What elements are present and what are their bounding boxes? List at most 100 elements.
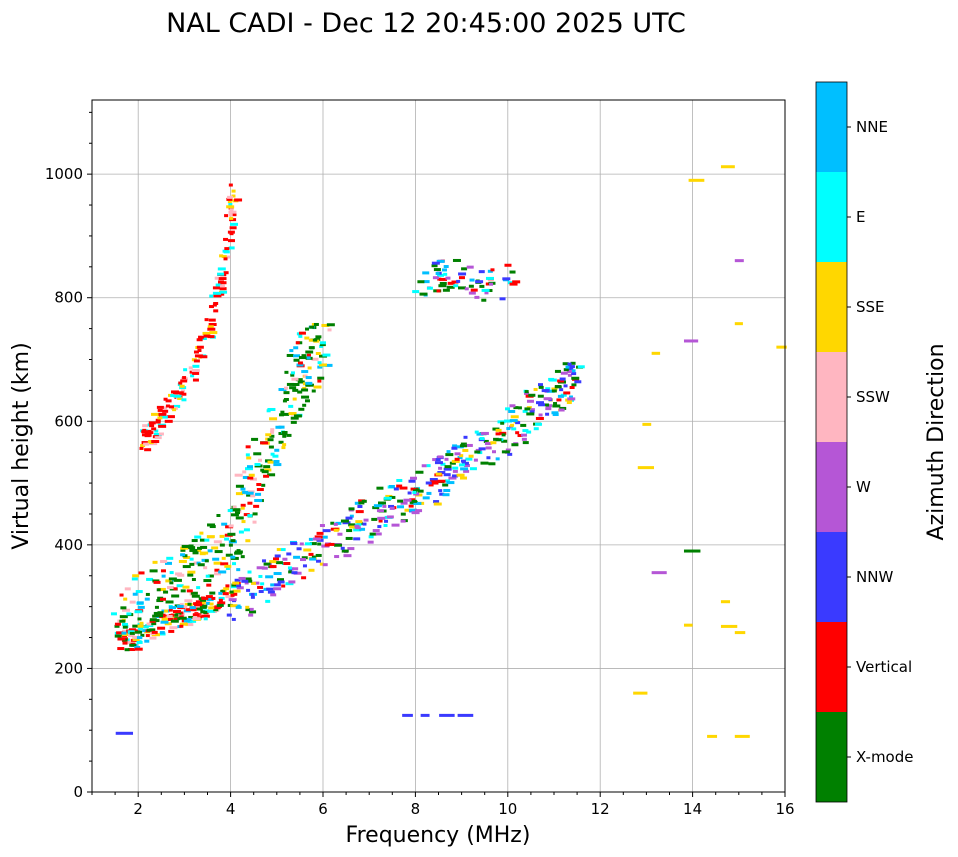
echo-mark [165, 600, 174, 604]
echo-mark [263, 474, 270, 478]
echo-mark [290, 542, 298, 546]
echo-mark [144, 431, 150, 435]
echo-mark [485, 276, 494, 280]
echo-mark [308, 552, 314, 556]
echo-mark [301, 576, 307, 580]
echo-mark [456, 279, 461, 283]
echo-mark [141, 441, 149, 445]
echo-mark [569, 385, 575, 389]
echo-mark [298, 334, 303, 338]
echo-mark [558, 408, 565, 412]
y-tick-label: 400 [54, 536, 83, 554]
echo-mark [397, 499, 404, 503]
echo-mark [129, 643, 137, 647]
echo-mark [282, 412, 290, 416]
echo-mark [143, 442, 150, 446]
echo-mark [223, 587, 230, 591]
echo-mark [481, 288, 490, 292]
echo-mark [319, 535, 328, 539]
echo-mark [246, 588, 251, 592]
echo-mark [282, 434, 287, 438]
echo-mark [298, 407, 305, 411]
echo-mark [230, 593, 235, 597]
echo-mark [443, 489, 451, 493]
echo-mark [314, 338, 321, 342]
echo-mark [193, 350, 199, 354]
echo-mark [173, 578, 182, 582]
echo-mark [231, 213, 237, 217]
echo-mark [438, 489, 443, 493]
echo-mark [452, 258, 461, 262]
echo-mark [499, 297, 506, 301]
echo-mark [162, 409, 169, 413]
echo-mark [429, 478, 438, 482]
echo-mark [538, 385, 544, 389]
echo-mark [136, 640, 142, 644]
chart-title: NAL CADI - Dec 12 20:45:00 2025 UTC [166, 8, 686, 39]
echo-mark [490, 441, 497, 445]
echo-mark [502, 277, 511, 281]
echo-mark [155, 418, 161, 422]
echo-mark [543, 397, 552, 401]
echo-mark [122, 622, 129, 626]
echo-mark [557, 379, 565, 383]
echo-mark [211, 596, 216, 600]
echo-mark [148, 421, 156, 425]
echo-mark [468, 454, 474, 458]
echo-mark [129, 631, 135, 635]
echo-mark [567, 397, 576, 401]
echo-mark [200, 551, 209, 555]
echo-mark [179, 603, 184, 607]
echo-mark [206, 601, 211, 605]
echo-mark [198, 335, 205, 339]
echo-mark [214, 276, 219, 280]
echo-mark [278, 388, 287, 392]
echo-mark [220, 281, 227, 285]
echo-mark [151, 622, 157, 626]
echo-mark [253, 452, 262, 456]
echo-mark [509, 404, 516, 408]
echo-mark [372, 506, 380, 510]
echo-mark [178, 559, 187, 563]
echo-mark [183, 605, 188, 609]
echo-mark [267, 473, 276, 477]
echo-mark [451, 459, 460, 463]
echo-mark [160, 620, 169, 624]
echo-mark [566, 401, 572, 405]
echo-mark [433, 502, 442, 506]
echo-mark [400, 512, 406, 516]
echo-mark [290, 420, 297, 424]
echo-mark [504, 263, 512, 267]
echo-mark [407, 491, 412, 495]
echo-mark [305, 383, 311, 387]
echo-mark [245, 445, 251, 449]
echo-mark [249, 610, 257, 614]
echo-mark [734, 259, 744, 263]
echo-mark [225, 567, 230, 571]
echo-mark [278, 440, 284, 444]
echo-mark [196, 586, 201, 590]
echo-mark [319, 343, 326, 347]
echo-mark [559, 388, 564, 392]
echo-mark [266, 409, 271, 413]
echo-mark [258, 458, 263, 462]
echo-mark [245, 467, 254, 471]
echo-mark [426, 464, 431, 468]
echo-mark [538, 383, 544, 387]
echo-mark [447, 281, 455, 285]
echo-mark [230, 513, 239, 517]
echo-mark [334, 543, 343, 547]
echo-mark [247, 570, 252, 574]
echo-mark [258, 590, 264, 594]
echo-mark [574, 380, 582, 384]
echo-mark [241, 579, 249, 583]
echo-mark [293, 346, 299, 350]
echo-mark [464, 443, 473, 447]
echo-mark [246, 456, 252, 460]
echo-mark [734, 734, 750, 738]
echo-mark [235, 484, 244, 488]
echo-mark [460, 442, 467, 446]
echo-mark [223, 255, 231, 259]
echo-mark [191, 369, 200, 373]
echo-mark [194, 603, 203, 607]
